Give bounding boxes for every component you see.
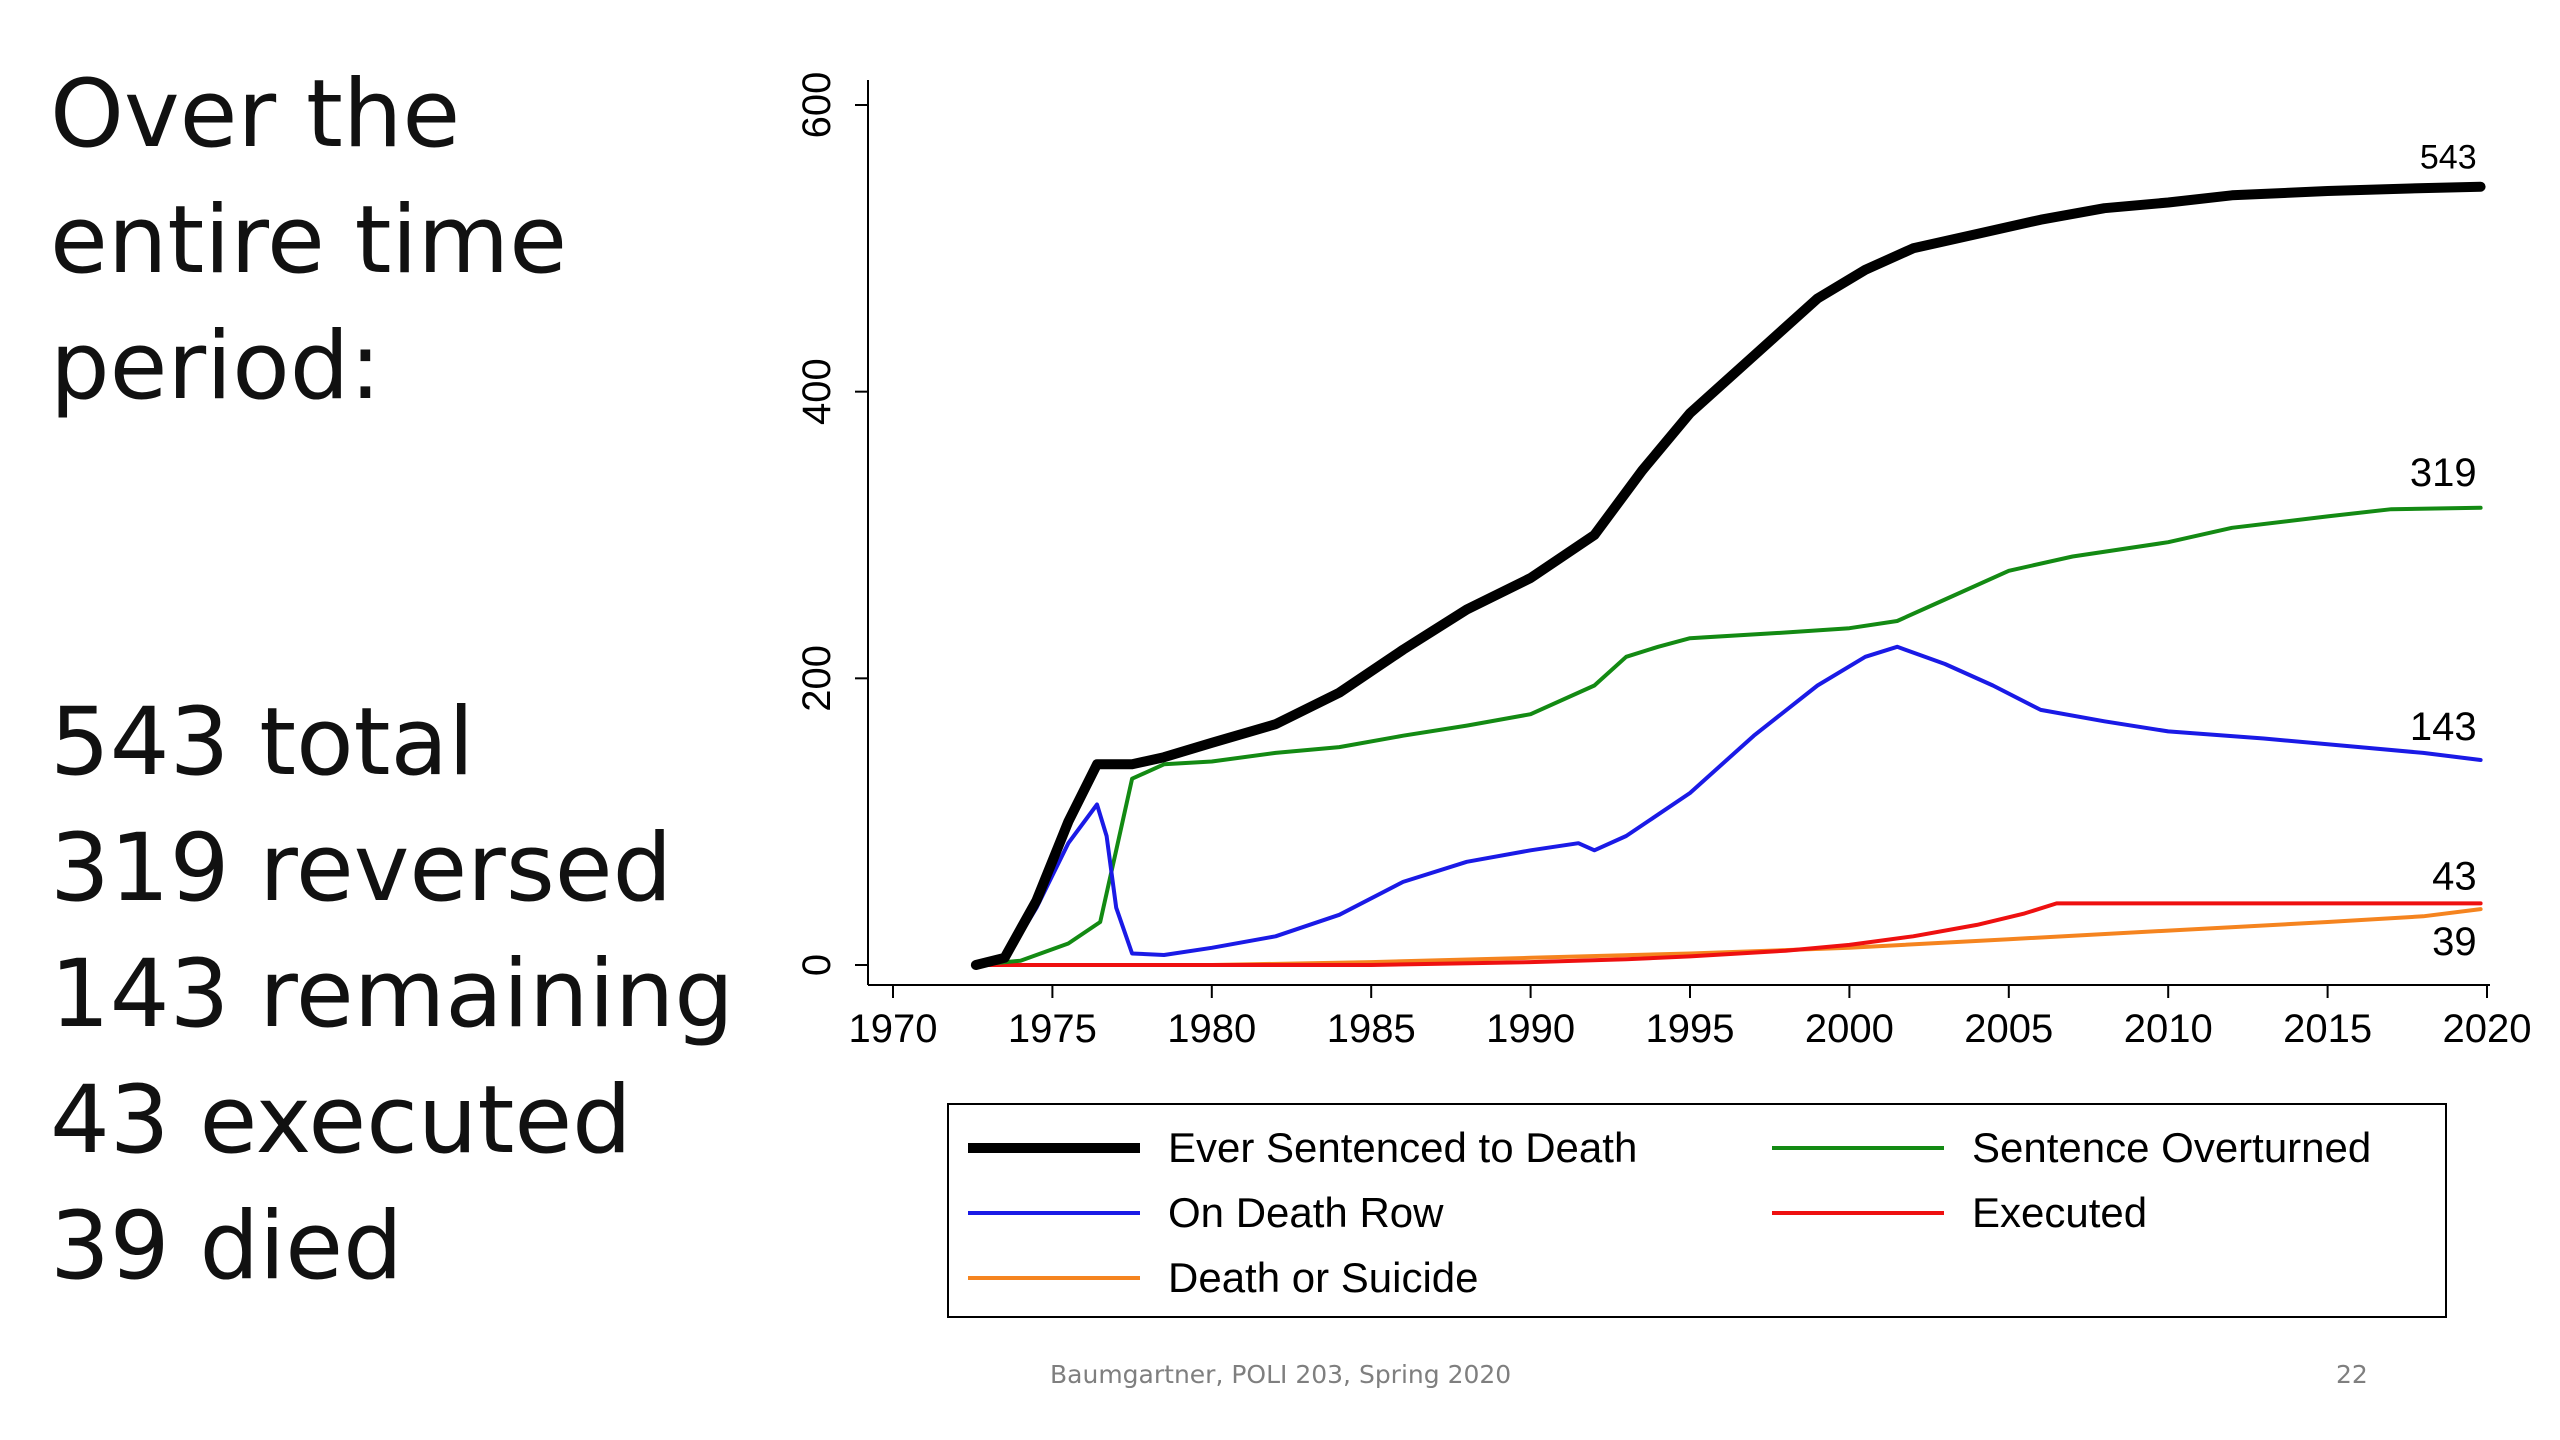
heading-line: Over the: [50, 60, 461, 169]
summary-stats: 543 total 319 reversed 143 remaining 43 …: [50, 680, 810, 1310]
x-tick-label: 2000: [1805, 1007, 1894, 1051]
legend-label: Ever Sentenced to Death: [1168, 1124, 1637, 1171]
x-tick-label: 1975: [1008, 1007, 1097, 1051]
series-end-label: 143: [2410, 705, 2477, 749]
x-tick-label: 1990: [1486, 1007, 1575, 1051]
footer-credit: Baumgartner, POLI 203, Spring 2020: [1050, 1360, 1512, 1389]
slide-heading: Over the entire time period:: [50, 52, 750, 430]
heading-line: period:: [50, 312, 382, 421]
series-line-0: [970, 181, 2486, 970]
series-end-label: 543: [2420, 139, 2477, 177]
y-tick-label: 400: [795, 358, 839, 425]
series-line-2: [973, 644, 2483, 967]
series-end-label: 43: [2432, 854, 2477, 898]
x-tick-label: 1970: [849, 1007, 938, 1051]
y-tick-label: 200: [795, 645, 839, 712]
legend-label: Sentence Overturned: [1972, 1124, 2371, 1171]
series-line-1: [973, 505, 2483, 967]
stat-total: 543 total: [50, 688, 475, 797]
stat-died: 39 died: [50, 1192, 403, 1301]
heading-line: entire time: [50, 186, 568, 295]
x-tick-label: 2010: [2124, 1007, 2213, 1051]
x-tick-label: 2020: [2443, 1007, 2532, 1051]
stat-executed: 43 executed: [50, 1066, 632, 1175]
stat-reversed: 319 reversed: [50, 814, 673, 923]
page-number: 22: [2336, 1360, 2368, 1389]
x-tick-label: 2005: [1964, 1007, 2053, 1051]
x-tick-label: 1980: [1167, 1007, 1256, 1051]
x-tick-label: 2015: [2283, 1007, 2372, 1051]
y-tick-label: 0: [795, 954, 839, 976]
legend-label: On Death Row: [1168, 1189, 1444, 1236]
y-tick-label: 600: [795, 72, 839, 139]
x-tick-label: 1995: [1646, 1007, 1735, 1051]
legend-label: Executed: [1972, 1189, 2147, 1236]
series-line-3: [973, 901, 2483, 967]
legend-label: Death or Suicide: [1168, 1254, 1479, 1301]
stat-remaining: 143 remaining: [50, 940, 734, 1049]
legend-box: [947, 1103, 2447, 1318]
x-tick-label: 1985: [1327, 1007, 1416, 1051]
series-end-label: 39: [2432, 920, 2477, 964]
series-end-label: 319: [2410, 451, 2477, 495]
series-line-4: [973, 907, 2483, 967]
